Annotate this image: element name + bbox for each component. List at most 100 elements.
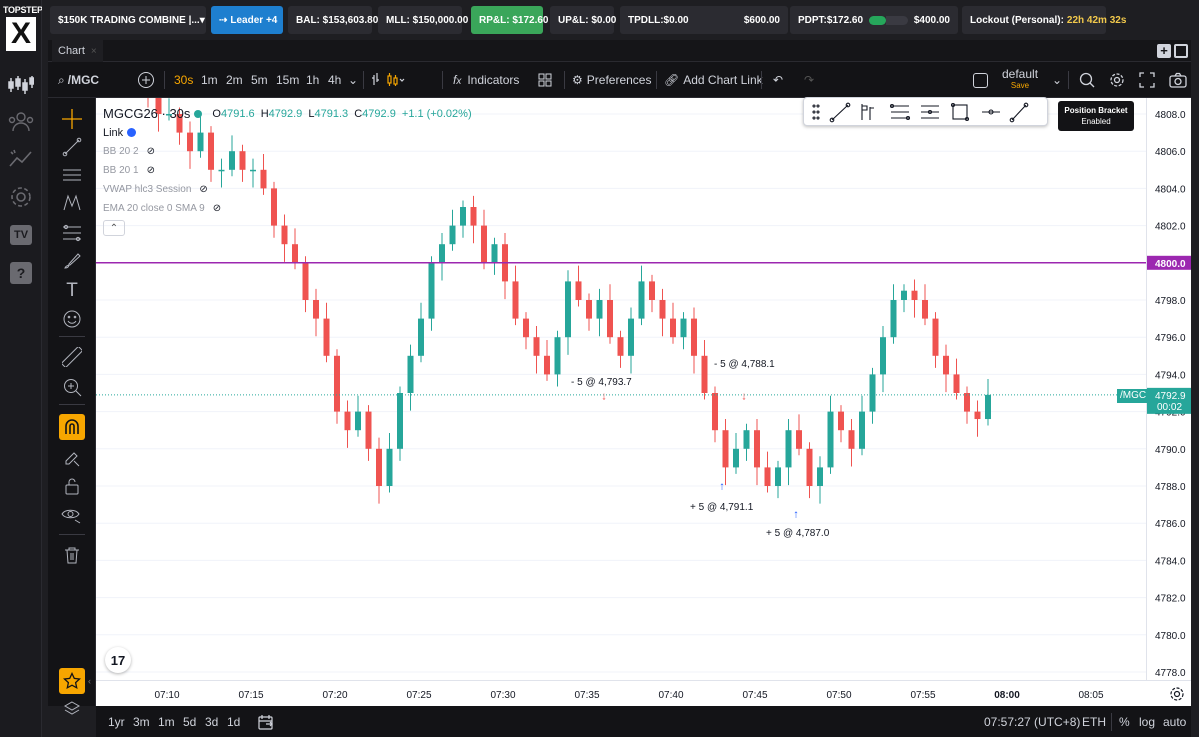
layout-chevron-icon[interactable]: ⌄ bbox=[1052, 73, 1063, 87]
symbol-search[interactable]: ⌕ /MGC bbox=[58, 62, 99, 98]
indicator-ema[interactable]: EMA 20 close 0 SMA 9 ⊘ bbox=[103, 203, 222, 214]
layouts-grid-icon[interactable] bbox=[538, 62, 552, 98]
stay-in-drawing-icon[interactable] bbox=[59, 444, 85, 470]
interval-1h[interactable]: 1h bbox=[306, 73, 320, 87]
chart-settings-icon[interactable] bbox=[1109, 62, 1125, 98]
interval-chevron-icon[interactable]: ⌄ bbox=[348, 73, 359, 87]
fullscreen-icon[interactable] bbox=[1139, 62, 1155, 98]
log-toggle[interactable]: log bbox=[1139, 714, 1156, 729]
redo-icon[interactable]: ↷ bbox=[804, 73, 815, 87]
pdpt-progress-bar bbox=[869, 15, 886, 25]
candle-body bbox=[974, 411, 981, 420]
time-axis[interactable]: 07:10 07:15 07:20 07:25 07:30 07:35 07:40 07:45… bbox=[96, 680, 1191, 706]
price-chart[interactable]: ↓ - 5 @ 4,793.7 ↓ - 5 @ 4,788.1 ↑ + 5 @ 4,791… bbox=[96, 98, 1146, 680]
trash-icon[interactable] bbox=[59, 542, 85, 568]
time-tick-label: 07:10 bbox=[154, 690, 179, 701]
candle-body bbox=[869, 374, 876, 412]
session-toggle[interactable]: ETH bbox=[1082, 714, 1106, 729]
brush-icon[interactable] bbox=[59, 248, 85, 274]
eye-icon[interactable] bbox=[59, 502, 85, 528]
range-1m[interactable]: 1m bbox=[158, 714, 175, 729]
candle-body bbox=[848, 430, 855, 449]
zoom-in-icon[interactable] bbox=[59, 374, 85, 400]
interval-2m[interactable]: 2m bbox=[226, 73, 243, 87]
indicators-button[interactable]: fx Indicators bbox=[453, 62, 519, 98]
tab-chart[interactable]: Chart × bbox=[52, 40, 103, 62]
chart-nav-icon[interactable] bbox=[8, 72, 34, 98]
candle-body bbox=[460, 207, 466, 226]
pattern-icon[interactable] bbox=[59, 190, 85, 216]
quick-search-icon[interactable] bbox=[1079, 62, 1095, 98]
clock-display[interactable]: 07:57:27 (UTC+8) bbox=[984, 714, 1081, 729]
add-chart-link-button[interactable]: 🔗︎ Add Chart Link bbox=[664, 62, 763, 98]
range-1yr[interactable]: 1yr bbox=[108, 714, 125, 729]
auto-toggle[interactable]: auto bbox=[1163, 714, 1187, 729]
interval-1m[interactable]: 1m bbox=[201, 73, 218, 87]
magnet-icon[interactable] bbox=[59, 414, 85, 440]
bar-style-button[interactable] bbox=[371, 62, 405, 98]
bar-countdown-label: 00:02 bbox=[1157, 402, 1182, 413]
help-nav-icon[interactable]: ? bbox=[8, 260, 34, 286]
go-to-date-icon[interactable] bbox=[257, 706, 275, 737]
favorites-star-icon[interactable] bbox=[59, 668, 85, 694]
indicator-bb-20-2[interactable]: BB 20 2 ⊘ bbox=[103, 146, 155, 157]
maximize-icon[interactable] bbox=[1174, 44, 1188, 58]
percent-toggle[interactable]: % bbox=[1119, 714, 1130, 729]
camera-icon[interactable] bbox=[1169, 62, 1187, 98]
time-tick-label: 07:35 bbox=[574, 690, 599, 701]
fib-icon[interactable] bbox=[59, 220, 85, 246]
range-3d[interactable]: 3d bbox=[205, 714, 219, 729]
add-panel-icon[interactable]: + bbox=[1157, 44, 1171, 58]
indicator-vwap[interactable]: VWAP hlc3 Session ⊘ bbox=[103, 184, 208, 195]
undo-icon[interactable]: ↶ bbox=[773, 73, 784, 87]
position-bracket-badge[interactable]: Position Bracket Enabled bbox=[1058, 101, 1134, 131]
layout-menu[interactable]: default Save bbox=[1002, 62, 1038, 98]
legend-collapse-button[interactable]: ⌃ bbox=[103, 220, 125, 236]
candle-body bbox=[470, 207, 477, 226]
candle-body bbox=[901, 290, 907, 300]
indicator-bb-20-1[interactable]: BB 20 1 ⊘ bbox=[103, 165, 155, 176]
text-tool-icon[interactable]: T bbox=[66, 280, 78, 301]
ruler-icon[interactable] bbox=[59, 344, 85, 370]
legend-symbol[interactable]: MGCG26 · 30s bbox=[103, 106, 191, 121]
collapse-toolbar-icon[interactable]: ‹ bbox=[88, 676, 91, 686]
stats-nav-icon[interactable] bbox=[8, 146, 34, 172]
object-tree-icon[interactable] bbox=[59, 696, 85, 722]
interval-5m[interactable]: 5m bbox=[251, 73, 268, 87]
price-tick-label: 4780.0 bbox=[1155, 631, 1186, 642]
chart-canvas[interactable]: ↓ - 5 @ 4,793.7 ↓ - 5 @ 4,788.1 ↑ + 5 @ 4,791… bbox=[96, 98, 1146, 680]
interval-4h[interactable]: 4h bbox=[328, 73, 342, 87]
candle-body bbox=[607, 300, 613, 338]
preferences-button[interactable]: ⚙ Preferences bbox=[572, 62, 651, 98]
tab-close-icon[interactable]: × bbox=[90, 46, 97, 57]
trend-line-icon[interactable] bbox=[59, 134, 85, 160]
candle-body bbox=[806, 448, 813, 486]
lock-icon[interactable] bbox=[59, 473, 85, 499]
candle-body bbox=[533, 337, 540, 356]
interval-30s[interactable]: 30s bbox=[174, 73, 194, 87]
range-3m[interactable]: 3m bbox=[133, 714, 150, 729]
price-axis[interactable]: 4808.0 4806.0 4804.0 4802.0 4800.0 4798.0 4796… bbox=[1146, 98, 1191, 680]
compare-symbol-button[interactable] bbox=[137, 62, 155, 98]
leader-button[interactable]: ⇢ Leader +4 bbox=[211, 6, 283, 34]
range-1d[interactable]: 1d bbox=[227, 714, 241, 729]
interval-15m[interactable]: 15m bbox=[276, 73, 300, 87]
crosshair-icon[interactable] bbox=[59, 106, 85, 132]
tradingview-logo[interactable]: 17 bbox=[105, 647, 131, 673]
emoji-icon[interactable] bbox=[59, 306, 85, 332]
candle-body bbox=[596, 300, 603, 319]
range-5d[interactable]: 5d bbox=[183, 714, 197, 729]
axis-settings-icon[interactable] bbox=[1169, 686, 1185, 705]
topstep-logo[interactable]: TOPSTEP X bbox=[3, 5, 43, 61]
trade-label: + 5 @ 4,787.0 bbox=[766, 528, 830, 539]
community-nav-icon[interactable] bbox=[8, 109, 34, 135]
candle-body bbox=[376, 448, 382, 486]
candle-body bbox=[890, 300, 897, 338]
settings-nav-icon[interactable] bbox=[8, 184, 34, 210]
layout-checkbox[interactable] bbox=[973, 62, 988, 98]
legend-link[interactable]: Link bbox=[103, 123, 472, 142]
account-selector[interactable]: $150K TRADING COMBINE |... ▾ bbox=[50, 6, 206, 34]
horizontal-lines-icon[interactable] bbox=[59, 162, 85, 188]
lockout-time: 22h 42m 32s bbox=[1066, 14, 1127, 26]
tradingview-nav-icon[interactable]: TV bbox=[8, 222, 34, 248]
